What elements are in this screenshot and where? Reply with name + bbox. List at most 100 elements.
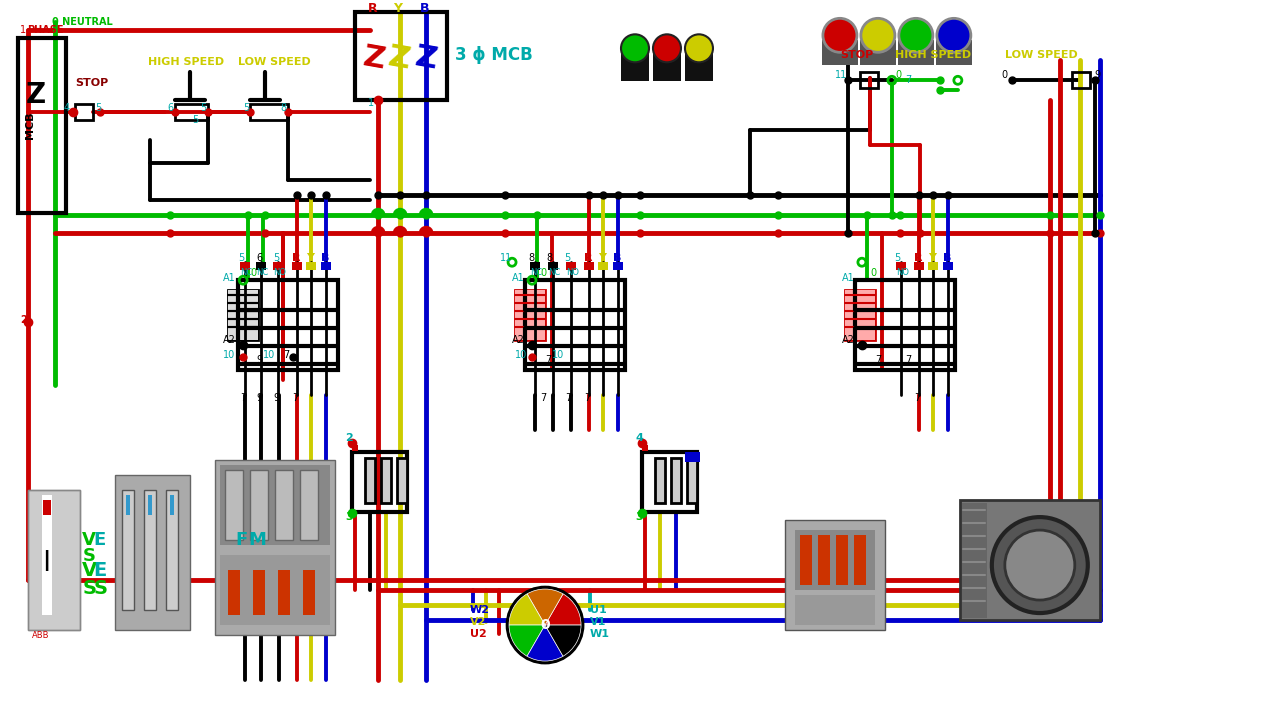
Text: PHASE: PHASE	[27, 25, 64, 35]
Bar	[1071, 72, 1089, 89]
Text: 11: 11	[500, 253, 512, 264]
Text: F: F	[236, 531, 247, 549]
Text: 7: 7	[584, 393, 590, 403]
Text: NO: NO	[566, 268, 579, 276]
Text: NC: NC	[256, 268, 269, 276]
Bar	[845, 290, 876, 340]
Bar	[655, 458, 666, 503]
Text: 7: 7	[540, 393, 547, 403]
Wedge shape	[509, 594, 545, 625]
Bar	[613, 262, 623, 270]
Text: B: B	[613, 253, 621, 264]
Text: 7: 7	[564, 393, 571, 403]
Bar	[855, 280, 955, 370]
Text: Z: Z	[26, 81, 45, 109]
Text: 7: 7	[545, 355, 552, 365]
Bar	[228, 290, 259, 340]
Text: 7: 7	[905, 355, 911, 365]
Text: Z: Z	[360, 42, 387, 74]
Bar	[278, 570, 291, 615]
Text: 7: 7	[914, 393, 920, 403]
Text: R: R	[369, 2, 378, 15]
Text: 7: 7	[876, 355, 881, 365]
Text: Z: Z	[412, 42, 439, 74]
Bar	[220, 555, 330, 625]
Text: 9: 9	[256, 393, 262, 403]
Bar	[301, 470, 319, 540]
Bar	[800, 535, 812, 585]
Bar	[530, 262, 540, 270]
Bar	[960, 500, 1100, 620]
Bar	[860, 72, 878, 89]
Circle shape	[621, 35, 649, 63]
Bar	[225, 470, 243, 540]
Bar	[352, 452, 407, 512]
Text: |: |	[42, 549, 50, 570]
Bar	[785, 520, 884, 630]
Circle shape	[861, 18, 895, 53]
Text: E: E	[93, 561, 106, 580]
Bar	[943, 262, 952, 270]
Bar	[914, 262, 924, 270]
Text: Y: Y	[598, 253, 605, 264]
Text: NO: NO	[896, 268, 909, 276]
Bar	[18, 38, 67, 213]
Bar	[306, 262, 316, 270]
Text: LOW SPEED: LOW SPEED	[1005, 50, 1078, 60]
Text: NO: NO	[273, 268, 287, 276]
Bar	[253, 570, 265, 615]
Bar	[250, 104, 288, 120]
Text: HIGH SPEED: HIGH SPEED	[148, 58, 224, 67]
Bar	[238, 280, 338, 370]
Text: 1: 1	[369, 99, 374, 108]
Text: 7: 7	[292, 393, 298, 403]
Bar	[76, 104, 93, 120]
Text: 9: 9	[273, 393, 279, 403]
Bar	[381, 458, 392, 503]
Wedge shape	[527, 589, 563, 625]
Text: 8: 8	[280, 103, 287, 113]
Bar	[228, 570, 241, 615]
Circle shape	[685, 35, 713, 63]
Bar	[860, 40, 896, 66]
Bar	[836, 535, 847, 585]
Bar	[566, 262, 576, 270]
Bar	[292, 262, 302, 270]
Bar	[548, 262, 558, 270]
Bar	[936, 40, 972, 66]
Text: R: R	[292, 253, 301, 264]
Text: STOP: STOP	[840, 50, 873, 60]
Bar	[845, 290, 876, 340]
Bar	[256, 262, 266, 270]
Bar	[355, 12, 447, 100]
Text: 5: 5	[238, 253, 244, 264]
Text: 0: 0	[895, 71, 901, 81]
Text: 9: 9	[1094, 71, 1101, 81]
Text: 2: 2	[20, 315, 27, 325]
Bar	[145, 490, 156, 610]
Bar	[687, 458, 698, 503]
Text: LOW SPEED: LOW SPEED	[238, 58, 311, 67]
Text: V2: V2	[470, 617, 486, 627]
Circle shape	[1005, 530, 1075, 600]
Text: NC: NC	[548, 268, 561, 276]
Bar	[643, 445, 648, 451]
Text: V: V	[82, 561, 97, 580]
Text: 3: 3	[346, 512, 353, 522]
Bar	[42, 495, 52, 615]
Wedge shape	[509, 625, 545, 656]
Text: R: R	[914, 253, 923, 264]
Wedge shape	[545, 594, 581, 625]
Bar	[170, 495, 174, 515]
Bar	[897, 40, 934, 66]
Text: NC: NC	[241, 268, 252, 276]
Bar	[273, 262, 283, 270]
Bar	[854, 535, 865, 585]
Bar	[215, 460, 335, 635]
Text: 7: 7	[905, 76, 911, 85]
Text: B: B	[943, 253, 951, 264]
Text: 1: 1	[20, 25, 27, 35]
Text: 7: 7	[283, 350, 289, 360]
Bar	[275, 470, 293, 540]
Text: 0 NEUTRAL: 0 NEUTRAL	[52, 17, 113, 27]
